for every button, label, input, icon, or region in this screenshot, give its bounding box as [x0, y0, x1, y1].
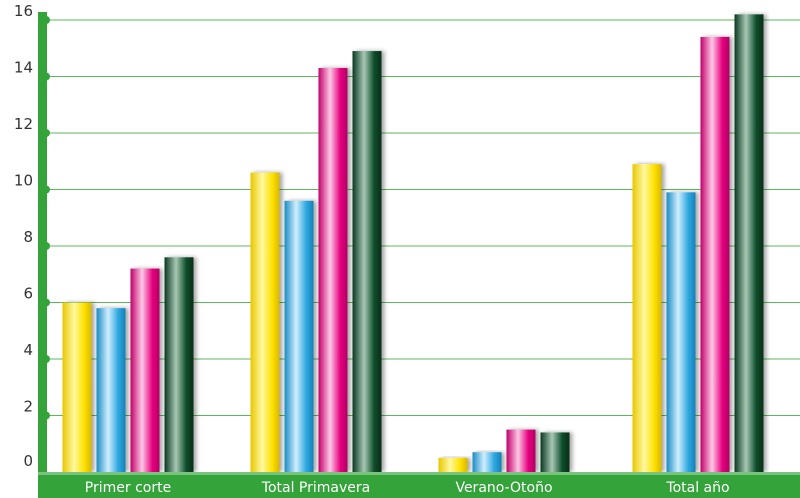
bar-2-2	[506, 429, 536, 472]
y-tick-label: 14	[14, 59, 33, 77]
bar-2-3	[540, 432, 570, 472]
x-category-label: Total Primavera	[261, 480, 370, 496]
bar-0-1	[96, 308, 126, 472]
bars	[62, 14, 764, 473]
bar-2-1	[472, 452, 502, 472]
bar-0-0	[62, 302, 92, 472]
bar-1-1	[284, 200, 314, 473]
bar-1-3	[352, 51, 382, 472]
bar-2-0	[438, 457, 468, 472]
bar-0-3	[164, 257, 194, 472]
bar-1-0	[250, 172, 280, 473]
x-axis-highlight	[38, 472, 800, 475]
y-axis-line	[38, 12, 47, 472]
x-axis-band	[38, 472, 800, 498]
bar-3-0	[632, 164, 662, 472]
x-category-label: Total año	[665, 480, 729, 496]
y-tick-label: 2	[23, 398, 33, 416]
y-tick-label: 6	[23, 285, 33, 303]
x-category-label: Verano-Otoño	[455, 480, 552, 496]
y-tick-label: 4	[23, 341, 33, 359]
y-tick-label: 0	[23, 452, 33, 470]
bar-1-2	[318, 68, 348, 473]
y-tick-label: 10	[14, 172, 33, 190]
bar-3-3	[734, 14, 764, 472]
y-tick-label: 16	[14, 2, 33, 20]
bar-0-2	[130, 268, 160, 472]
y-axis: 0 2 4 6 8 10 12 14 16	[14, 2, 50, 472]
x-category-label: Primer corte	[85, 480, 171, 496]
bar-3-1	[666, 192, 696, 472]
y-tick-label: 8	[23, 228, 33, 246]
bar-3-2	[700, 36, 730, 472]
x-axis: Primer corte Total Primavera Verano-Otoño T…	[38, 472, 800, 498]
y-tick-label: 12	[14, 115, 33, 133]
